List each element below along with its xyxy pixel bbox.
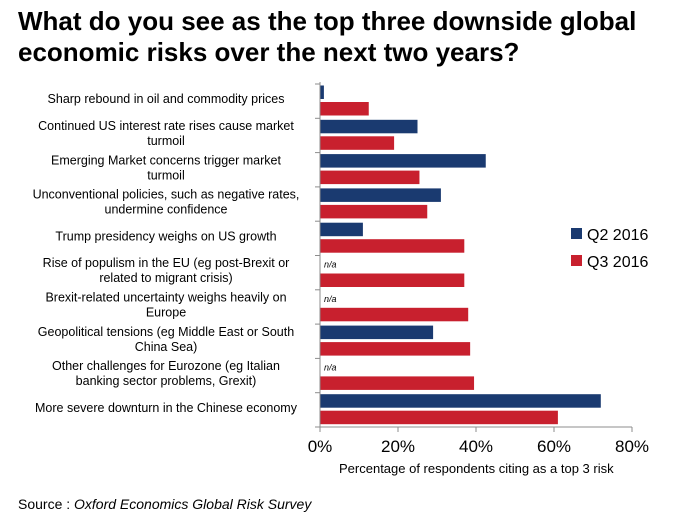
category-label-line: Rise of populism in the EU (eg post-Brex…	[43, 256, 290, 270]
category-label-line: More severe downturn in the Chinese econ…	[35, 401, 298, 415]
bar-q3-2016	[320, 204, 428, 219]
category-label: Sharp rebound in oil and commodity price…	[48, 92, 285, 106]
bar-q3-2016	[320, 410, 558, 425]
category-label-line: Trump presidency weighs on US growth	[55, 229, 276, 243]
category-label-line: undermine confidence	[105, 203, 228, 217]
legend-entry: Q2 2016	[587, 227, 648, 244]
bar-q2-2016	[320, 85, 324, 99]
category-label-line: related to migrant crisis)	[99, 271, 232, 285]
category-label-line: Unconventional policies, such as negativ…	[33, 188, 300, 202]
legend-swatch	[571, 255, 582, 266]
category-label: Emerging Market concerns trigger market t…	[51, 153, 281, 182]
category-label-line: Brexit-related uncertainty weighs heavil…	[45, 290, 286, 304]
x-tick-labels: 0% 20% 40% 60% 80%	[308, 437, 649, 456]
source-note: Source : Oxford Economics Global Risk Su…	[18, 496, 311, 512]
category-label: Continued US interest rate rises cause m…	[38, 119, 294, 148]
category-label-line: turmoil	[147, 134, 185, 148]
category-label: Geopolitical tensions (eg Middle East or…	[38, 325, 294, 354]
category-label: Other challenges for Eurozone (eg Italia…	[52, 359, 280, 388]
category-label-line: Emerging Market concerns trigger market	[51, 153, 281, 167]
category-label-line: Sharp rebound in oil and commodity price…	[48, 92, 285, 106]
bar-q3-2016	[320, 136, 395, 150]
category-label: Brexit-related uncertainty weighs heavil…	[45, 290, 286, 319]
bar-q3-2016	[320, 102, 369, 116]
bar-q3-2016	[320, 239, 465, 253]
category-label-line: turmoil	[147, 168, 185, 182]
bar-q2-2016	[320, 119, 418, 134]
category-label-line: Europe	[146, 305, 186, 319]
x-tick-label: 60%	[537, 437, 571, 456]
category-label-line: Geopolitical tensions (eg Middle East or…	[38, 325, 294, 339]
x-tick-label: 40%	[459, 437, 493, 456]
chart-title: What do you see as the top three downsid…	[18, 6, 637, 67]
category-label-line: Continued US interest rate rises cause m…	[38, 119, 294, 133]
bars-layer: n/a n/a n/a	[320, 85, 601, 425]
bar-q3-2016	[320, 342, 471, 356]
category-label-line: banking sector problems, Grexit)	[76, 374, 257, 388]
legend-swatch	[571, 228, 582, 239]
bar-q2-2016	[320, 222, 363, 237]
bar-q2-2016	[320, 188, 441, 202]
axes	[315, 82, 633, 432]
category-label: Unconventional policies, such as negativ…	[33, 188, 300, 217]
source-prefix: Source :	[18, 496, 75, 512]
na-label: n/a	[324, 260, 337, 270]
na-label: n/a	[324, 362, 337, 372]
bar-q2-2016	[320, 325, 434, 340]
bar-q3-2016	[320, 307, 469, 322]
bar-q2-2016	[320, 154, 486, 168]
bar-q3-2016	[320, 273, 465, 287]
bar-q2-2016	[320, 394, 601, 408]
x-axis-label: Percentage of respondents citing as a to…	[339, 461, 614, 476]
category-label: More severe downturn in the Chinese econ…	[35, 401, 298, 415]
x-tick-label: 0%	[308, 437, 333, 456]
na-label: n/a	[324, 294, 337, 304]
x-tick-label: 20%	[381, 437, 415, 456]
bar-q3-2016	[320, 376, 475, 390]
category-label: Rise of populism in the EU (eg post-Brex…	[43, 256, 290, 285]
category-label: Trump presidency weighs on US growth	[55, 229, 276, 243]
bar-q3-2016	[320, 170, 420, 185]
legend: Q2 2016 Q3 2016	[571, 227, 648, 271]
category-label-line: Other challenges for Eurozone (eg Italia…	[52, 359, 280, 373]
x-tick-label: 80%	[615, 437, 649, 456]
category-labels: Sharp rebound in oil and commodity price…	[33, 92, 300, 415]
legend-entry: Q3 2016	[587, 254, 648, 271]
source-name: Oxford Economics Global Risk Survey	[74, 496, 312, 512]
category-label-line: China Sea)	[135, 340, 198, 354]
